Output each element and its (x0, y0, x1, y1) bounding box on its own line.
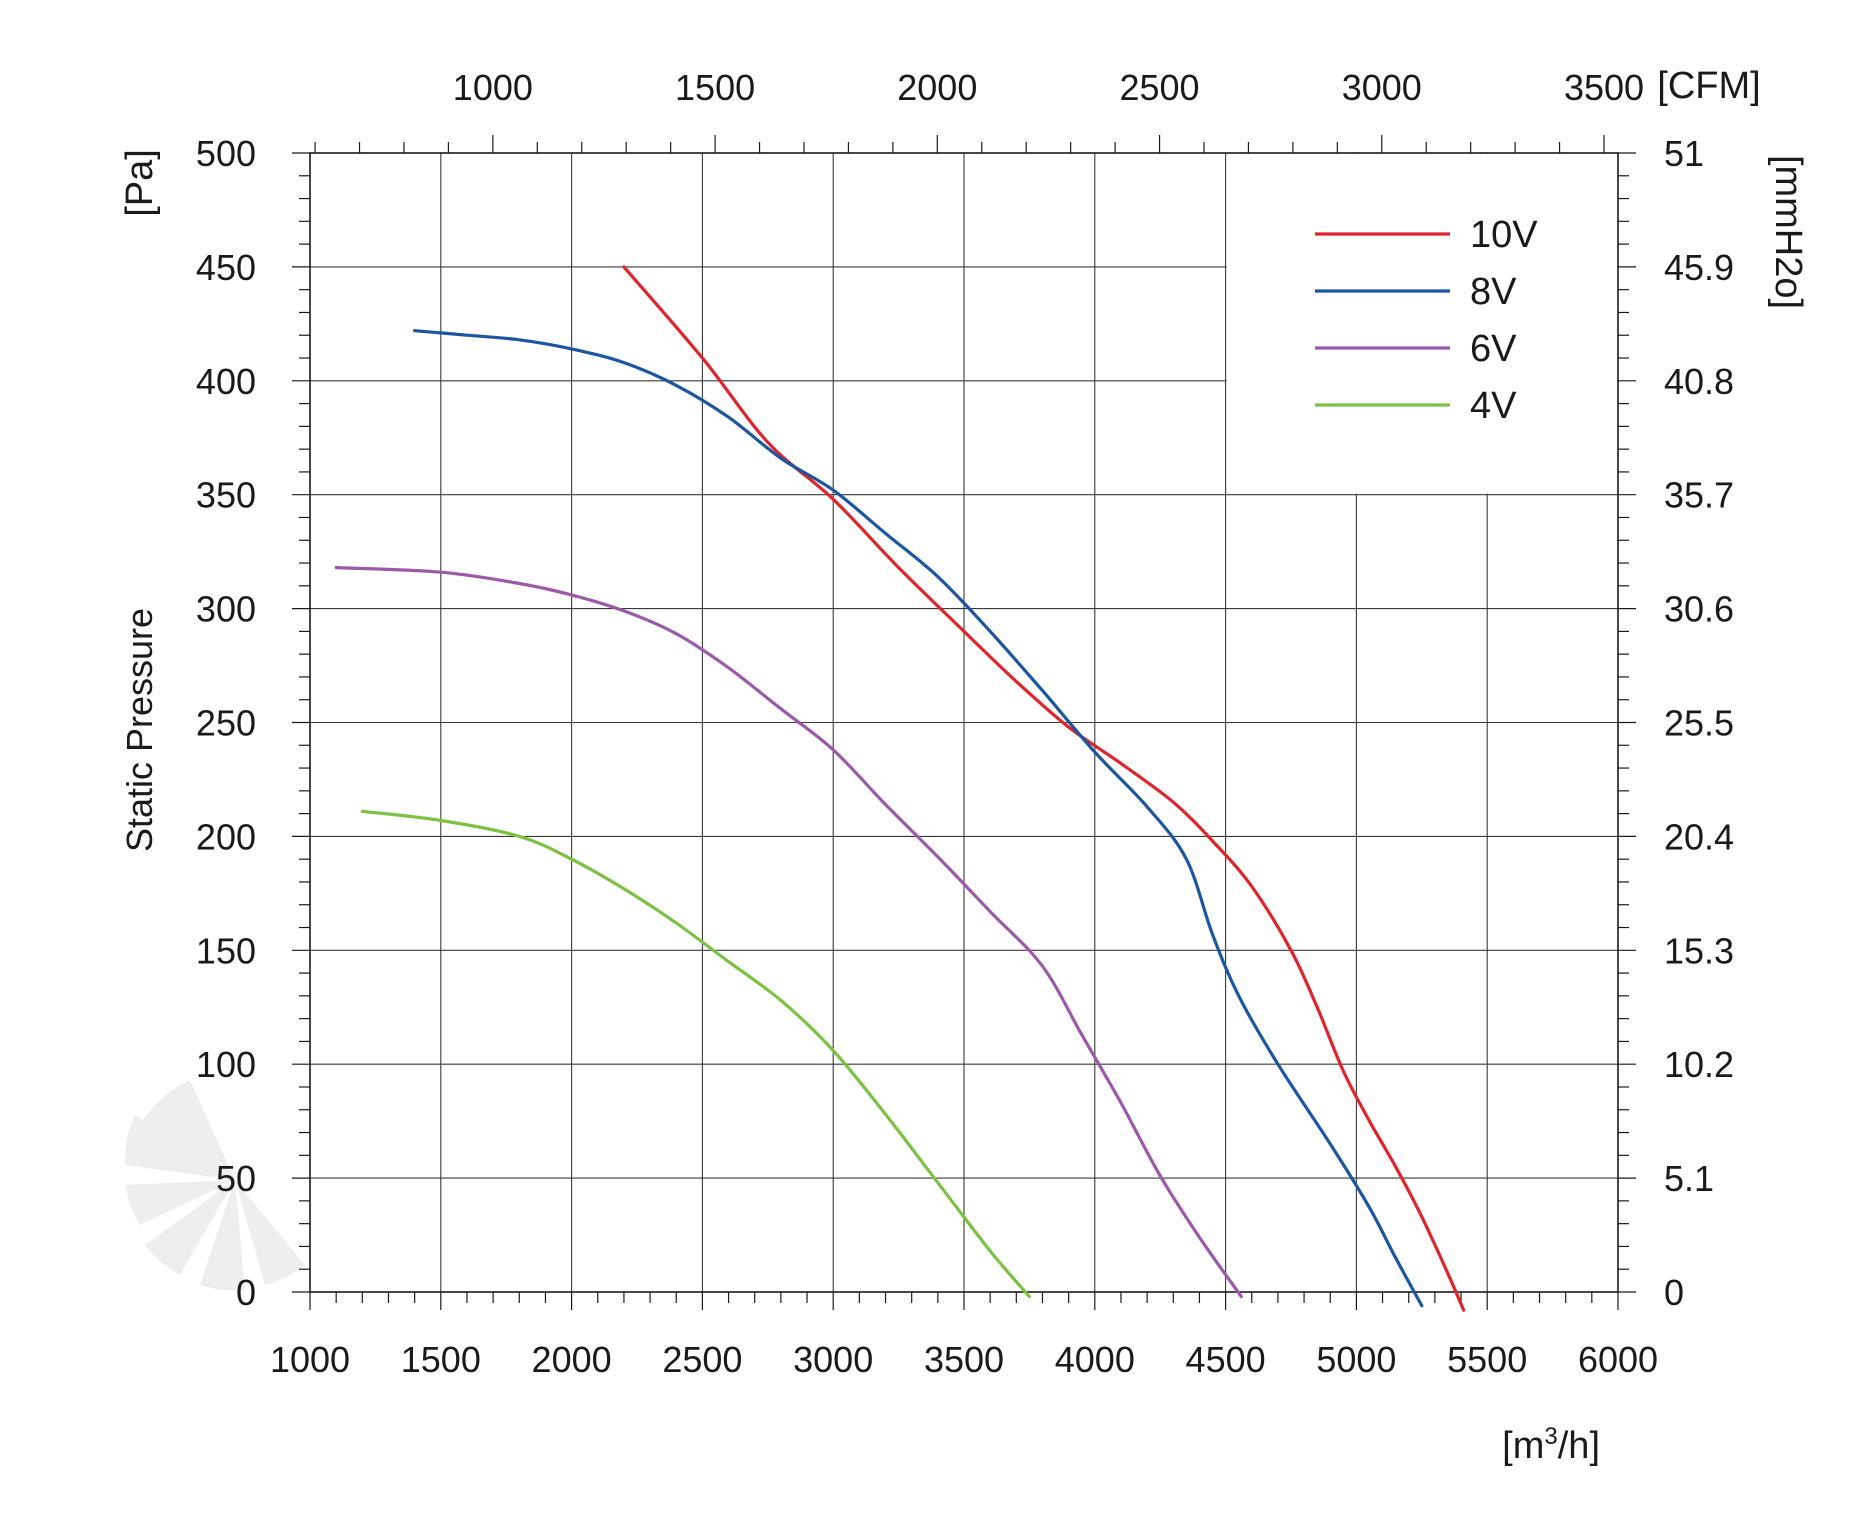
top-axis-tick-labels: 1000 1500 2000 2500 3000 3500 (453, 67, 1644, 108)
y-tick-label: 350 (196, 475, 256, 516)
right-tick-label: 25.5 (1664, 703, 1734, 744)
legend-label-6v: 6V (1470, 328, 1517, 370)
y-tick-label: 100 (196, 1044, 256, 1085)
y-tick-label: 50 (216, 1158, 256, 1199)
legend-box (1226, 154, 1617, 494)
x-tick-label: 2000 (532, 1339, 612, 1380)
y-axis-unit: [Pa] (119, 149, 161, 217)
top-tick-label: 3000 (1342, 67, 1422, 108)
top-axis-unit: [CFM] (1657, 65, 1760, 107)
x-axis-unit: [m3/h] (1502, 1423, 1600, 1467)
x-tick-label: 4000 (1055, 1339, 1135, 1380)
y-tick-label: 300 (196, 589, 256, 630)
series-line-6v (334, 566, 1243, 1299)
x-tick-label: 3500 (924, 1339, 1004, 1380)
top-tick-label: 3500 (1564, 67, 1644, 108)
right-tick-label: 45.9 (1664, 247, 1734, 288)
x-unit-base: [m (1502, 1425, 1544, 1467)
top-tick-label: 2500 (1119, 67, 1199, 108)
x-tick-label: 1000 (270, 1339, 350, 1380)
right-axis-tick-labels: 0 5.1 10.2 15.3 20.4 25.5 30.6 35.7 40.8 45.9 51 (1664, 133, 1734, 1313)
x-tick-label: 5500 (1447, 1339, 1527, 1380)
y-axis-tick-labels: 0 50 100 150 200 250 300 350 400 450 500 (196, 133, 256, 1313)
legend-label-8v: 8V (1470, 271, 1517, 313)
top-tick-label: 2000 (897, 67, 977, 108)
x-tick-label: 5000 (1316, 1339, 1396, 1380)
x-axis-tick-labels: 1000 1500 2000 2500 3000 3500 4000 4500 5000 5500… (270, 1339, 1658, 1380)
series-line-10v (622, 265, 1466, 1312)
y-tick-label: 200 (196, 816, 256, 857)
series-line-8v (413, 329, 1424, 1308)
y-tick-label: 0 (236, 1272, 256, 1313)
y-tick-label: 150 (196, 930, 256, 971)
legend: 10V 8V 6V 4V (1315, 214, 1538, 427)
watermark-logo (124, 1080, 305, 1291)
plot-area-frame (309, 152, 1619, 1293)
x-tick-label: 4500 (1186, 1339, 1266, 1380)
top-tick-label: 1500 (675, 67, 755, 108)
y-axis-title: Static Pressure (119, 608, 160, 852)
right-tick-label: 5.1 (1664, 1158, 1714, 1199)
y-tick-label: 450 (196, 247, 256, 288)
y-tick-label: 500 (196, 133, 256, 174)
x-tick-label: 2500 (662, 1339, 742, 1380)
legend-label-10v: 10V (1470, 214, 1538, 256)
legend-label-4v: 4V (1470, 385, 1517, 427)
right-tick-label: 30.6 (1664, 589, 1734, 630)
series-layer (334, 265, 1466, 1312)
y-tick-label: 400 (196, 361, 256, 402)
x-tick-label: 1500 (401, 1339, 481, 1380)
x-tick-label: 6000 (1578, 1339, 1658, 1380)
x-tick-label: 3000 (793, 1339, 873, 1380)
right-tick-label: 51 (1664, 133, 1704, 174)
top-tick-label: 1000 (453, 67, 533, 108)
grid-lines (310, 153, 1618, 1292)
right-tick-label: 10.2 (1664, 1044, 1734, 1085)
right-tick-label: 20.4 (1664, 816, 1734, 857)
series-line-4v (360, 809, 1031, 1299)
right-tick-label: 15.3 (1664, 930, 1734, 971)
right-tick-label: 40.8 (1664, 361, 1734, 402)
x-unit-superscript: 3 (1544, 1423, 1557, 1450)
right-tick-label: 35.7 (1664, 475, 1734, 516)
right-axis-unit: [mmH2o] (1767, 155, 1809, 309)
y-tick-label: 250 (196, 703, 256, 744)
x-unit-tail: /h] (1558, 1425, 1600, 1467)
axis-minor-ticks (292, 135, 1636, 1310)
right-tick-label: 0 (1664, 1272, 1684, 1313)
